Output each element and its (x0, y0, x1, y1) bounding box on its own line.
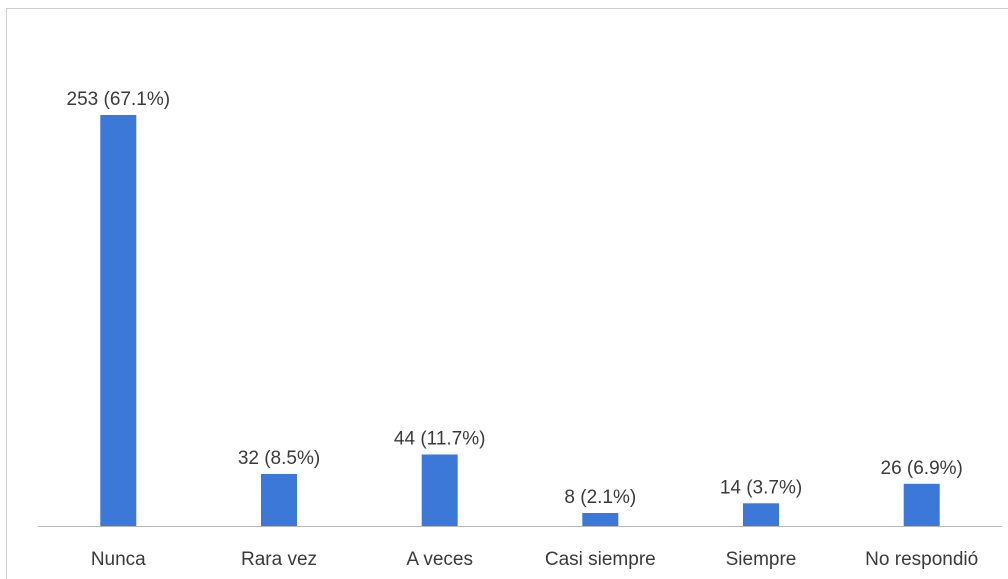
chart-frame (6, 8, 1008, 579)
data-labels-group: 253 (67.1%) 32 (8.5%) 44 (11.7%) 8 (2.1%) 14… (67, 89, 963, 508)
data-label-5: 26 (6.9%) (881, 458, 963, 479)
x-tick-label-1: Rara vez (241, 549, 317, 570)
x-tick-label-5: No respondió (865, 549, 978, 570)
x-tick-label-2: A veces (406, 549, 473, 570)
data-label-0: 253 (67.1%) (67, 89, 171, 110)
x-tick-label-0: Nunca (91, 549, 146, 570)
data-label-4: 14 (3.7%) (720, 477, 802, 498)
bar-3 (582, 513, 619, 526)
bar-0 (100, 115, 137, 526)
data-label-1: 32 (8.5%) (238, 448, 320, 469)
bar-1 (261, 474, 297, 526)
bars-group (100, 115, 940, 526)
bar-5 (903, 483, 940, 526)
data-label-2: 44 (11.7%) (394, 429, 486, 450)
bar-4 (743, 503, 779, 526)
x-tick-label-3: Casi siempre (545, 549, 656, 570)
data-label-3: 8 (2.1%) (564, 487, 636, 508)
bar-2 (421, 454, 458, 526)
x-tick-labels-group: Nunca Rara vez A veces Casi siempre Siempre N… (91, 549, 978, 570)
x-tick-label-4: Siempre (726, 549, 797, 570)
